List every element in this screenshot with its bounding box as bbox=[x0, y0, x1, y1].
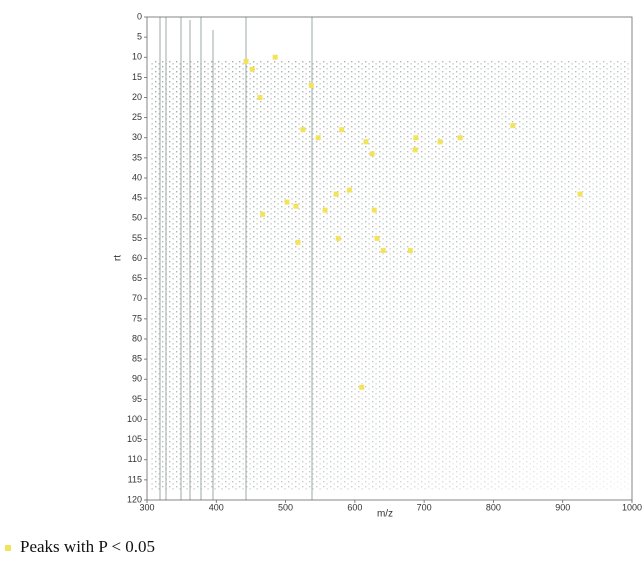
y-tick-label: 10 bbox=[132, 52, 142, 62]
y-tick-label: 15 bbox=[132, 72, 142, 82]
peak-point bbox=[284, 199, 290, 205]
peak-point bbox=[260, 211, 266, 217]
peak-point bbox=[412, 147, 418, 153]
y-tick-label: 100 bbox=[127, 414, 142, 424]
peak-point bbox=[407, 247, 413, 253]
y-tick-label: 35 bbox=[132, 152, 142, 162]
peak-point bbox=[249, 66, 255, 72]
peak-point bbox=[437, 139, 443, 145]
peak-point bbox=[380, 247, 386, 253]
peak-point bbox=[315, 135, 321, 141]
y-tick-label: 95 bbox=[132, 394, 142, 404]
y-tick-label: 85 bbox=[132, 354, 142, 364]
peak-point bbox=[295, 239, 301, 245]
x-axis-label: m/z bbox=[377, 509, 393, 520]
peak-point bbox=[339, 127, 345, 133]
y-tick-label: 80 bbox=[132, 333, 142, 343]
peak-point bbox=[457, 135, 463, 141]
peak-point bbox=[243, 58, 249, 64]
peak-point bbox=[300, 127, 306, 133]
y-tick-label: 20 bbox=[132, 92, 142, 102]
peak-point bbox=[293, 203, 299, 209]
y-tick-label: 65 bbox=[132, 273, 142, 283]
y-tick-label: 30 bbox=[132, 132, 142, 142]
background-texture bbox=[150, 17, 630, 500]
y-axis-label: rt bbox=[113, 255, 124, 261]
x-tick-label: 300 bbox=[139, 502, 154, 512]
y-tick-label: 25 bbox=[132, 112, 142, 122]
peak-point bbox=[363, 139, 369, 145]
y-tick-label: 75 bbox=[132, 313, 142, 323]
y-tick-label: 40 bbox=[132, 172, 142, 182]
legend: Peaks with P < 0.05 bbox=[5, 537, 155, 556]
peak-point bbox=[359, 384, 365, 390]
peak-point bbox=[322, 207, 328, 213]
legend-swatch bbox=[5, 545, 11, 551]
peak-point bbox=[413, 135, 419, 141]
x-tick-label: 700 bbox=[417, 502, 432, 512]
y-tick-label: 110 bbox=[128, 454, 142, 464]
legend-label: Peaks with P < 0.05 bbox=[20, 537, 155, 556]
y-tick-label: 55 bbox=[132, 233, 142, 243]
peak-point bbox=[374, 235, 380, 241]
y-tick-label: 115 bbox=[128, 474, 142, 484]
x-tick-label: 800 bbox=[486, 502, 501, 512]
y-tick-label: 70 bbox=[132, 293, 142, 303]
y-tick-label: 50 bbox=[132, 213, 142, 223]
peak-point bbox=[577, 191, 583, 197]
x-tick-label: 400 bbox=[209, 502, 224, 512]
peak-point bbox=[346, 187, 352, 193]
peak-point bbox=[335, 235, 341, 241]
peak-point bbox=[371, 207, 377, 213]
x-tick-label: 600 bbox=[347, 502, 362, 512]
x-tick-label: 900 bbox=[555, 502, 570, 512]
y-tick-label: 45 bbox=[132, 193, 142, 203]
y-tick-label: 60 bbox=[132, 253, 142, 263]
x-tick-label: 500 bbox=[278, 502, 293, 512]
y-tick-label: 5 bbox=[137, 32, 142, 42]
y-tick-label: 90 bbox=[132, 374, 142, 384]
y-tick-label: 120 bbox=[127, 494, 142, 504]
y-tick-label: 105 bbox=[127, 434, 142, 444]
y-tick-label: 0 bbox=[137, 11, 142, 21]
peak-point bbox=[369, 151, 375, 157]
peak-point bbox=[308, 82, 314, 88]
peak-point bbox=[333, 191, 339, 197]
peak-point bbox=[272, 54, 278, 60]
peak-point bbox=[257, 95, 263, 100]
peak-point bbox=[510, 123, 516, 129]
x-tick-label: 1000 bbox=[622, 502, 642, 512]
